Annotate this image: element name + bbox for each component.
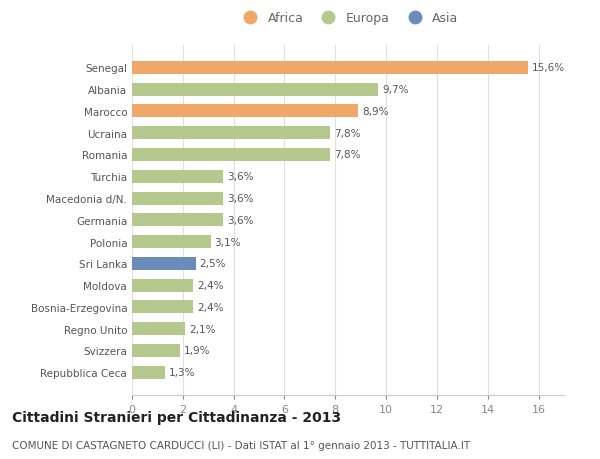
Bar [132, 170, 223, 184]
Text: 3,6%: 3,6% [227, 172, 254, 182]
Bar [132, 62, 529, 75]
Text: 2,4%: 2,4% [197, 280, 223, 291]
Text: 7,8%: 7,8% [334, 129, 361, 139]
Text: 8,9%: 8,9% [362, 107, 388, 117]
Text: 3,6%: 3,6% [227, 194, 254, 204]
Bar [132, 366, 165, 379]
Bar [132, 301, 193, 313]
Bar [132, 192, 223, 205]
Bar [132, 149, 330, 162]
Text: 2,4%: 2,4% [197, 302, 223, 312]
Bar [132, 127, 330, 140]
Bar [132, 322, 185, 336]
Bar [132, 214, 223, 227]
Text: 3,6%: 3,6% [227, 215, 254, 225]
Text: COMUNE DI CASTAGNETO CARDUCCI (LI) - Dati ISTAT al 1° gennaio 2013 - TUTTITALIA.: COMUNE DI CASTAGNETO CARDUCCI (LI) - Dat… [12, 440, 470, 450]
Text: 1,3%: 1,3% [169, 367, 196, 377]
Bar [132, 279, 193, 292]
Text: Cittadini Stranieri per Cittadinanza - 2013: Cittadini Stranieri per Cittadinanza - 2… [12, 411, 341, 425]
Text: 9,7%: 9,7% [382, 85, 409, 95]
Text: 2,5%: 2,5% [199, 259, 226, 269]
Text: 1,9%: 1,9% [184, 346, 211, 356]
Bar [132, 105, 358, 118]
Bar [132, 235, 211, 249]
Bar [132, 257, 196, 270]
Text: 15,6%: 15,6% [532, 63, 565, 73]
Text: 2,1%: 2,1% [189, 324, 215, 334]
Bar [132, 344, 180, 357]
Text: 7,8%: 7,8% [334, 150, 361, 160]
Bar [132, 84, 379, 96]
Legend: Africa, Europa, Asia: Africa, Europa, Asia [238, 12, 458, 25]
Text: 3,1%: 3,1% [215, 237, 241, 247]
